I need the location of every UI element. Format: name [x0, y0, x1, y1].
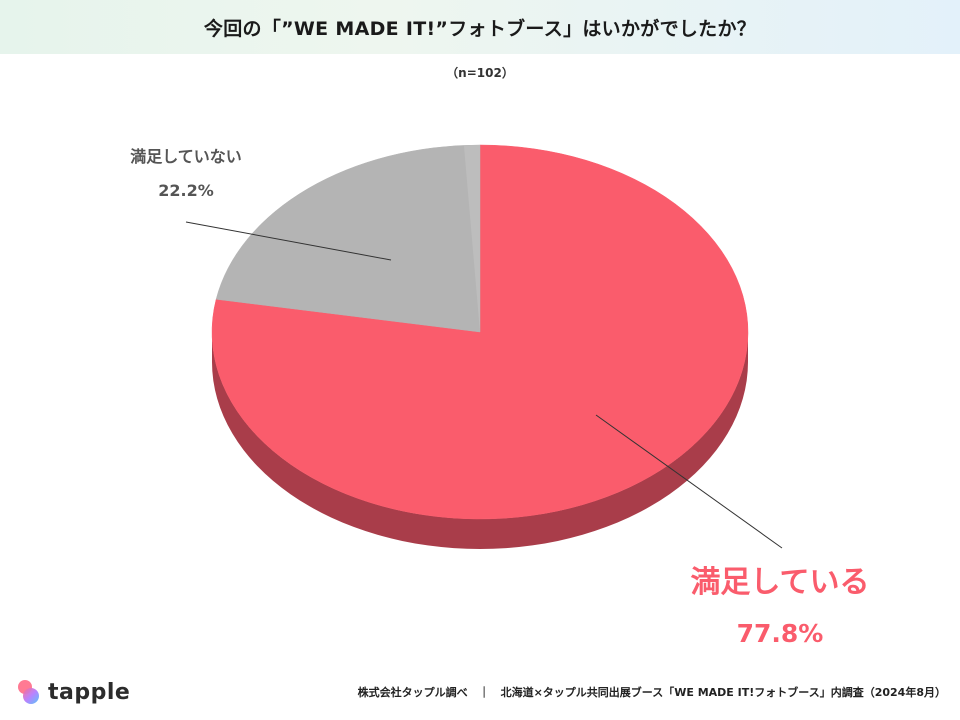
chart-title: 今回の「”WE MADE IT!”フォトブース」はいかがでしたか？ — [203, 17, 757, 40]
pie-slice-not-satisfied-highlight — [463, 145, 480, 332]
tapple-logo: tapple — [16, 676, 130, 708]
leader-line-satisfied — [595, 414, 783, 549]
label-not-satisfied-name: 満足していない — [130, 147, 242, 166]
tapple-logo-text: tapple — [48, 679, 131, 705]
label-not-satisfied-value: 22.2% — [158, 181, 214, 200]
sample-size-label: （n=102） — [446, 66, 514, 80]
label-satisfied-name: 満足している — [690, 565, 869, 600]
source-note: 株式会社タップル調べ ｜ 北海道×タップル共同出展ブース「WE MADE IT!… — [357, 686, 946, 699]
pie-slice-not-satisfied — [215, 144, 481, 333]
leader-line-not-satisfied — [185, 221, 392, 261]
tapple-logo-icon — [18, 680, 39, 704]
pie-side-satisfied — [212, 332, 748, 549]
title-bar: 今回の「”WE MADE IT!”フォトブース」はいかがでしたか？ — [0, 0, 960, 54]
label-satisfied-value: 77.8% — [737, 619, 824, 648]
